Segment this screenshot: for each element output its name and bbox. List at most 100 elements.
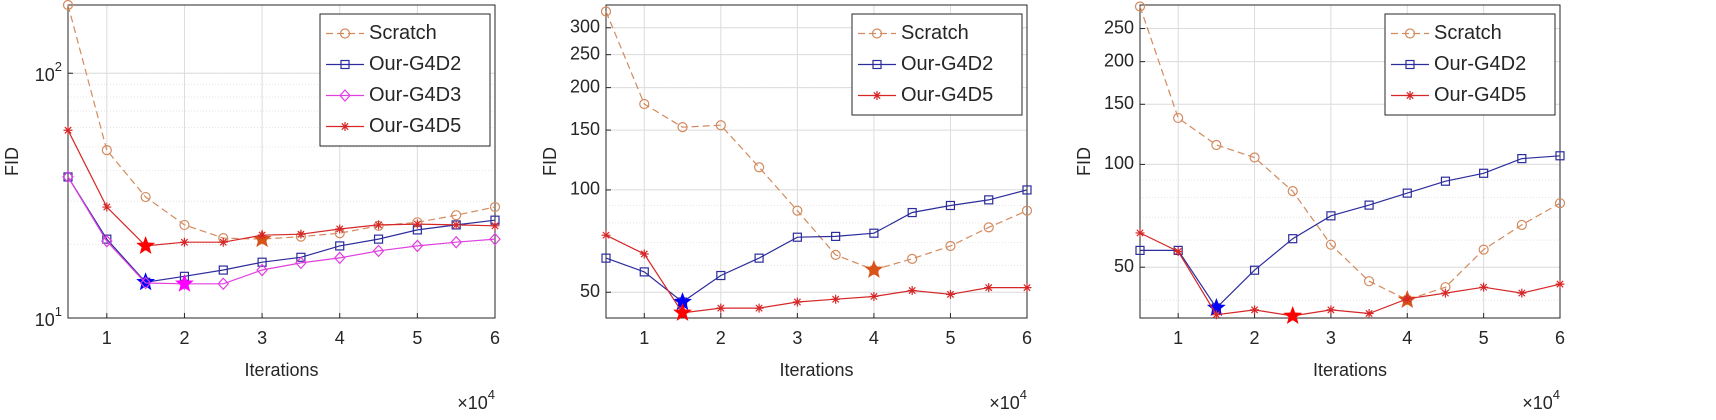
marker <box>984 283 994 293</box>
marker <box>1363 276 1375 287</box>
legend-marker <box>1405 59 1415 70</box>
legend: Scratch Our-G4D2 Our-G4D5 <box>1384 13 1556 116</box>
marker <box>1479 282 1489 292</box>
marker <box>1517 288 1527 298</box>
marker <box>831 231 841 241</box>
marker <box>754 303 764 313</box>
marker <box>1326 305 1336 315</box>
x-tick-label: 6 <box>490 328 500 348</box>
y-tick-label: 250 <box>570 43 600 63</box>
subplot: 101 102 1 2 3 4 5 6 Iterations ×104 FID Scratch Our-… <box>2 0 501 413</box>
marker <box>1135 228 1145 238</box>
marker <box>451 220 461 230</box>
marker <box>295 256 307 270</box>
y-tick-label: 50 <box>580 281 600 301</box>
legend: Scratch Our-G4D2 Our-G4D3 Our-G4D5 <box>319 13 491 147</box>
y-tick-label: 250 <box>1104 17 1134 37</box>
marker <box>257 257 267 267</box>
marker <box>984 195 994 205</box>
y-axis-label: FID <box>2 147 22 176</box>
best-star <box>673 302 692 321</box>
best-star <box>864 259 884 278</box>
x-exponent-label: ×104 <box>457 387 495 412</box>
series-line <box>1139 232 1561 317</box>
marker <box>639 267 649 277</box>
marker <box>1173 112 1184 124</box>
axes-box <box>605 4 1028 319</box>
x-tick-label: 5 <box>945 328 955 348</box>
legend-label: Our-G4D5 <box>369 115 461 137</box>
marker <box>1516 219 1527 231</box>
x-tick-label: 3 <box>1326 328 1336 348</box>
y-tick-label: 200 <box>1104 50 1134 70</box>
y-axis-label: FID <box>1074 147 1094 176</box>
marker <box>1478 244 1489 255</box>
marker <box>179 219 190 231</box>
marker <box>1364 308 1374 318</box>
marker <box>792 205 803 216</box>
marker <box>715 120 726 131</box>
legend-marker <box>339 28 351 39</box>
y-tick-label: 102 <box>35 60 62 85</box>
y-tick-label: 100 <box>570 179 600 199</box>
legend-label: Scratch <box>1434 22 1502 44</box>
y-tick-label: 50 <box>1114 256 1134 276</box>
y-tick-label: 150 <box>1104 93 1134 113</box>
legend: Scratch Our-G4D2 Our-G4D5 <box>851 13 1023 116</box>
marker <box>601 253 611 263</box>
marker <box>335 224 345 234</box>
marker <box>1555 151 1565 161</box>
x-tick-label: 6 <box>1555 328 1565 348</box>
marker <box>601 230 611 240</box>
legend-marker <box>340 122 350 131</box>
legend-label: Our-G4D5 <box>1434 84 1526 106</box>
marker <box>451 210 462 221</box>
marker <box>639 98 650 110</box>
marker <box>1021 205 1033 216</box>
marker <box>62 170 74 184</box>
marker <box>333 251 346 265</box>
marker <box>102 202 112 212</box>
marker <box>1402 294 1412 304</box>
marker <box>139 276 152 290</box>
marker <box>1555 279 1565 289</box>
x-tick-label: 2 <box>716 328 726 348</box>
marker <box>1288 234 1298 244</box>
marker <box>1364 200 1374 210</box>
marker <box>296 229 306 239</box>
legend-marker <box>872 59 882 70</box>
marker <box>63 172 73 182</box>
marker <box>1440 288 1450 298</box>
marker <box>639 249 649 259</box>
marker <box>831 294 841 304</box>
marker <box>1287 186 1298 197</box>
marker <box>411 239 424 253</box>
marker <box>907 207 917 218</box>
series-line <box>1140 155 1561 309</box>
series-line <box>67 129 496 247</box>
marker <box>140 191 151 203</box>
subplot: 50 100 150 200 250 1 2 3 4 5 6 Iterations ×104 FID Scr… <box>1074 1 1566 413</box>
marker <box>1554 198 1566 209</box>
y-tick-label: 300 <box>570 17 600 37</box>
x-tick-label: 4 <box>335 328 345 348</box>
marker <box>869 291 879 301</box>
marker <box>1440 176 1451 186</box>
marker <box>945 289 955 299</box>
legend-marker <box>872 91 882 100</box>
x-tick-label: 5 <box>412 328 422 348</box>
series-line <box>605 11 1028 271</box>
marker <box>179 237 189 247</box>
legend-label: Our-G4D2 <box>1434 53 1526 75</box>
legend-marker <box>1405 91 1415 100</box>
marker <box>1211 310 1221 320</box>
series-line <box>605 189 1028 303</box>
legend-marker <box>1404 28 1416 39</box>
marker <box>1250 305 1260 315</box>
marker <box>1211 139 1222 151</box>
marker <box>753 162 765 173</box>
x-tick-label: 4 <box>1402 328 1412 348</box>
x-axis-label: Iterations <box>1313 360 1387 380</box>
marker <box>101 145 112 156</box>
marker <box>1134 1 1146 12</box>
